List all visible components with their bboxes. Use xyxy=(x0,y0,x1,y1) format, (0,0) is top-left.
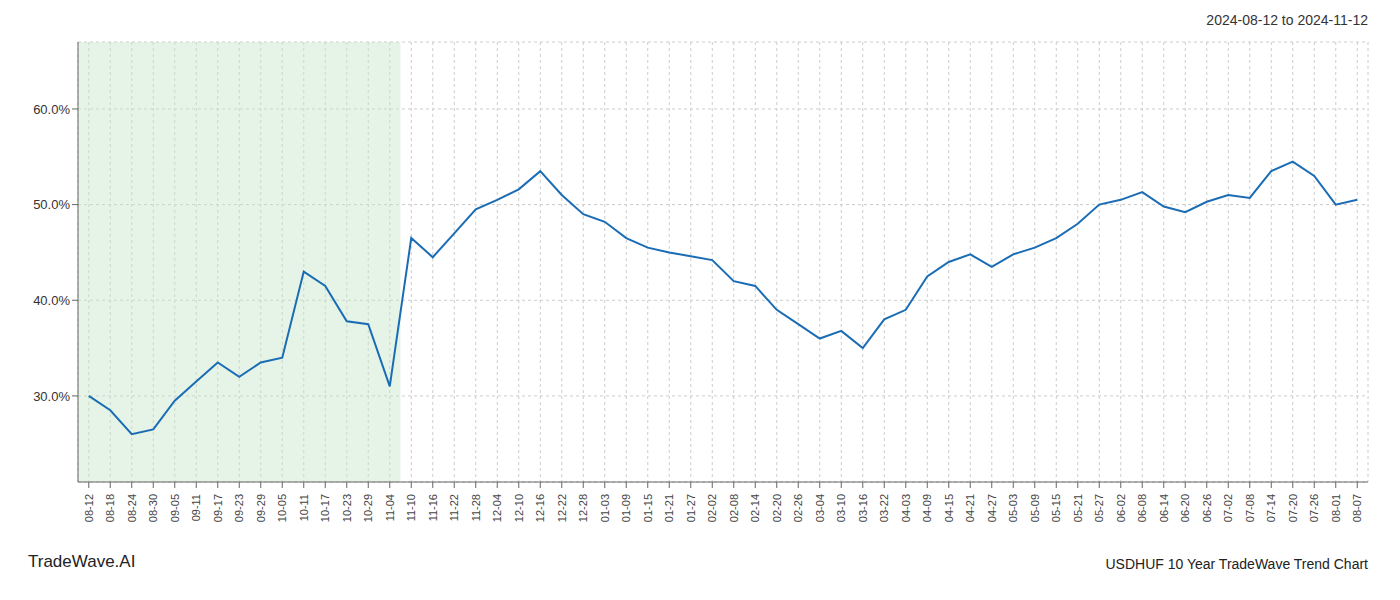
svg-text:12-04: 12-04 xyxy=(491,494,503,522)
svg-text:08-07: 08-07 xyxy=(1351,494,1363,522)
svg-text:07-20: 07-20 xyxy=(1287,494,1299,522)
svg-text:11-10: 11-10 xyxy=(405,494,417,521)
svg-text:60.0%: 60.0% xyxy=(33,102,70,117)
svg-text:07-14: 07-14 xyxy=(1265,494,1277,522)
svg-text:01-21: 01-21 xyxy=(663,494,675,522)
svg-text:11-16: 11-16 xyxy=(427,494,439,521)
svg-text:11-22: 11-22 xyxy=(448,494,460,521)
svg-text:02-20: 02-20 xyxy=(771,494,783,522)
svg-text:06-26: 06-26 xyxy=(1201,494,1213,522)
svg-text:10-29: 10-29 xyxy=(362,494,374,522)
svg-text:01-15: 01-15 xyxy=(642,494,654,522)
svg-text:07-08: 07-08 xyxy=(1244,494,1256,522)
svg-text:10-11: 10-11 xyxy=(298,494,310,521)
svg-text:05-03: 05-03 xyxy=(1007,494,1019,522)
svg-text:05-21: 05-21 xyxy=(1072,494,1084,522)
html-text:TradeWave.AI: TradeWave.AI xyxy=(28,552,136,571)
svg-text:04-03: 04-03 xyxy=(900,494,912,522)
svg-text:40.0%: 40.0% xyxy=(33,293,70,308)
svg-text:04-15: 04-15 xyxy=(943,494,955,522)
svg-text:08-01: 08-01 xyxy=(1330,494,1342,522)
svg-text:10-17: 10-17 xyxy=(319,494,331,522)
svg-text:09-05: 09-05 xyxy=(169,494,181,522)
svg-text:03-04: 03-04 xyxy=(814,494,826,522)
svg-text:03-10: 03-10 xyxy=(835,494,847,522)
svg-text:12-22: 12-22 xyxy=(556,494,568,522)
svg-text:04-21: 04-21 xyxy=(964,494,976,522)
svg-text:04-27: 04-27 xyxy=(986,494,998,522)
svg-text:02-02: 02-02 xyxy=(706,494,718,522)
svg-text:02-26: 02-26 xyxy=(792,494,804,522)
svg-text:09-29: 09-29 xyxy=(255,494,267,522)
svg-text:11-28: 11-28 xyxy=(470,494,482,521)
svg-text:30.0%: 30.0% xyxy=(33,389,70,404)
svg-text:03-22: 03-22 xyxy=(878,494,890,522)
svg-text:09-23: 09-23 xyxy=(233,494,245,522)
html-text:2024-08-12 to 2024-11-12: 2024-08-12 to 2024-11-12 xyxy=(1206,12,1368,28)
svg-text:12-10: 12-10 xyxy=(513,494,525,522)
svg-text:50.0%: 50.0% xyxy=(33,197,70,212)
svg-text:01-27: 01-27 xyxy=(685,494,697,522)
svg-text:12-28: 12-28 xyxy=(577,494,589,522)
svg-text:07-02: 07-02 xyxy=(1222,494,1234,522)
svg-text:05-15: 05-15 xyxy=(1050,494,1062,522)
svg-text:02-14: 02-14 xyxy=(749,494,761,522)
svg-text:06-02: 06-02 xyxy=(1115,494,1127,522)
svg-text:10-05: 10-05 xyxy=(276,494,288,522)
svg-text:06-08: 06-08 xyxy=(1136,494,1148,522)
svg-text:01-03: 01-03 xyxy=(599,494,611,522)
svg-text:03-16: 03-16 xyxy=(857,494,869,522)
svg-text:02-08: 02-08 xyxy=(728,494,740,522)
svg-text:06-20: 06-20 xyxy=(1179,494,1191,522)
svg-text:01-09: 01-09 xyxy=(620,494,632,522)
svg-text:07-26: 07-26 xyxy=(1308,494,1320,522)
svg-text:12-16: 12-16 xyxy=(534,494,546,522)
svg-text:06-14: 06-14 xyxy=(1158,494,1170,522)
svg-text:05-27: 05-27 xyxy=(1093,494,1105,522)
svg-text:08-18: 08-18 xyxy=(104,494,116,522)
svg-text:08-30: 08-30 xyxy=(147,494,159,522)
html-text:USDHUF 10 Year TradeWave Trend: USDHUF 10 Year TradeWave Trend Chart xyxy=(1105,556,1368,572)
svg-text:05-09: 05-09 xyxy=(1029,494,1041,522)
svg-text:11-04: 11-04 xyxy=(384,494,396,521)
svg-text:09-11: 09-11 xyxy=(190,494,202,521)
svg-text:09-17: 09-17 xyxy=(212,494,224,522)
svg-text:10-23: 10-23 xyxy=(341,494,353,522)
svg-text:04-09: 04-09 xyxy=(921,494,933,522)
svg-text:08-24: 08-24 xyxy=(126,494,138,522)
svg-text:08-12: 08-12 xyxy=(83,494,95,522)
